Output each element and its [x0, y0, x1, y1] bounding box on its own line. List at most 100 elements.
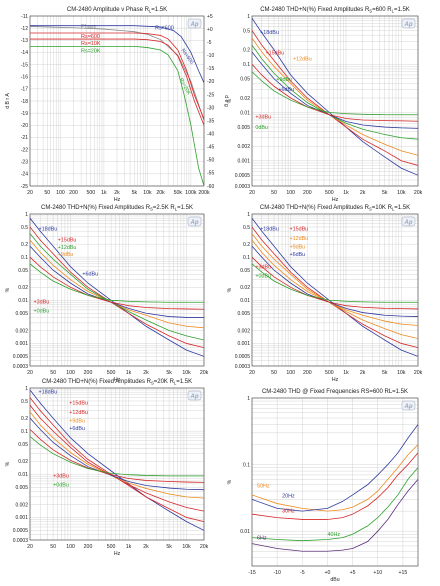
title-subscript: S	[369, 207, 372, 212]
series-label-2: 20Hz	[282, 494, 295, 500]
x-tick-label: 50	[44, 190, 50, 196]
chart-title: CM-2480 THD+N(%) Fixed Amplitudes RS=600…	[260, 7, 410, 14]
x-tick-label: 20	[27, 190, 33, 196]
y-tick-label: 0.01	[240, 298, 250, 304]
series-label-4: +9dBu	[276, 77, 292, 83]
ap-logo	[401, 216, 416, 227]
y-axis-label: %	[5, 287, 11, 292]
chart-panel-6: -15 -10 -5 +0 +5 +10 +15 dBu 1 0.1 0.01% CM-2480 TH…	[227, 389, 419, 583]
series-label-3: 30Hz	[282, 509, 295, 515]
chart-title: CM-2480 THD+N(%) Fixed Amplitudes RS=10K…	[260, 205, 410, 212]
y-tick-label: 0.1	[243, 255, 250, 261]
ap-logo-text: Ap	[190, 22, 199, 28]
y-tick-label: 0.002	[15, 502, 28, 508]
x-tick-label: 2k	[360, 370, 366, 376]
x-tick-label: 20k	[156, 190, 165, 196]
title-part: =10K R	[372, 205, 393, 211]
title-part: CM-2480 THD+N(%) Fixed Amplitudes R	[260, 205, 370, 211]
series-label-7: +0dBu	[34, 309, 50, 315]
series-line-3	[30, 32, 204, 120]
y-tick-label: 0.0005	[235, 354, 251, 360]
y-tick-label: 0.001	[237, 341, 250, 347]
series-label-1: +18dBu	[38, 226, 57, 232]
series-label-2: Rs=600	[155, 25, 174, 31]
series-label-1: +18dBu	[260, 30, 279, 36]
x-tick-label: 500	[325, 370, 334, 376]
ap-logo-text: Ap	[404, 220, 413, 226]
x-tick-label: 5k	[382, 370, 388, 376]
y2-tick-label: -25	[207, 92, 214, 98]
title-part: CM-2480 THD @ Fixed Frequencies RS=600 R…	[262, 389, 408, 395]
series-label-3: +12dBu	[293, 56, 312, 62]
y-axis-label: %	[227, 287, 233, 292]
x-tick-label: 100k	[185, 190, 197, 196]
y2-tick-label: -35	[207, 118, 214, 124]
series-label-4: +9dBu	[289, 244, 305, 250]
series-line-1	[30, 389, 204, 531]
series-label-5: +6dBu	[289, 252, 305, 258]
x-axis-label: Hz	[114, 197, 121, 203]
series-label-7: 0dBu	[255, 125, 268, 131]
y-axis-label: %	[5, 461, 11, 466]
plot-area	[252, 16, 418, 186]
series-line-4	[252, 467, 418, 542]
y-tick-label: 0.02	[240, 96, 250, 102]
series-label-6: +3dBu	[255, 115, 271, 121]
x-tick-label: 500	[107, 544, 116, 550]
y-tick-label: 1	[247, 14, 250, 20]
plot-frame	[29, 387, 205, 541]
series-line-4	[30, 38, 204, 126]
title-subscript: S	[369, 9, 372, 14]
x-tick-label: +10	[373, 570, 382, 576]
chart-title: CM-2480 THD @ Fixed Frequencies RS=600 R…	[262, 389, 408, 395]
y-tick-label: 0.005	[237, 125, 250, 131]
y2-tick-label: -30	[207, 105, 214, 111]
x-tick-label: 5k	[132, 190, 138, 196]
ap-logo-text: Ap	[404, 404, 413, 410]
title-part: CM-2480 THD+N(%) Fixed Amplitudes R	[260, 7, 370, 13]
grid	[29, 15, 205, 187]
y-tick-label: 0.1	[243, 62, 250, 68]
y-tick-label: -17	[21, 87, 28, 93]
x-tick-label: 100	[56, 190, 65, 196]
y2-tick-label: -50	[207, 158, 214, 164]
y2-tick-label: -60	[207, 184, 214, 190]
x-tick-label: 1k	[343, 370, 349, 376]
series-line-6	[30, 256, 204, 310]
y-tick-label: 0.005	[15, 311, 28, 317]
title-subscript: L	[175, 207, 178, 212]
x-tick-label: 100	[66, 544, 75, 550]
x-tick-label: 20k	[414, 370, 423, 376]
series-label-3: +12dBu	[58, 245, 77, 251]
plot-frame	[29, 213, 205, 367]
x-tick-label: 20k	[200, 370, 209, 376]
x-tick-label: 500	[107, 370, 116, 376]
series-line-7	[252, 71, 418, 116]
x-tick-label: 2k	[143, 370, 149, 376]
y-tick-label: -11	[21, 14, 28, 20]
series-label-7: +0dBu	[255, 273, 271, 279]
series-label-6: +3dBu	[34, 299, 50, 305]
grid	[29, 213, 205, 367]
plot-area	[30, 214, 204, 366]
y2-tick-label: -10	[207, 53, 214, 59]
chart-title: CM-2480 THD+N(%) Fixed Amplitudes RS=2.5…	[41, 205, 193, 212]
y-tick-label: 0.05	[18, 442, 28, 448]
series-label-1: +18dBu	[260, 226, 279, 232]
chart-panel-2: 20 50 100 200 500 1k 2k 5k 10k 20k Hz 1 0.5 0.2 0.1 0.0…	[227, 7, 423, 203]
x-tick-label: 200	[84, 544, 93, 550]
x-tick-label: -5	[300, 570, 305, 576]
series-line-2	[252, 424, 418, 512]
y-tick-label: 0.2	[243, 242, 250, 248]
y-tick-label: 1	[247, 396, 250, 402]
x-tick-label: 20	[27, 370, 33, 376]
chart-title: CM-2480 Amplitude v Phase RL=1.5K	[67, 7, 167, 14]
chart-panel-5: 20 50 100 200 500 1k 2k 5k 10k 20k Hz 1 0.5 0.2 0.1 0.0…	[5, 379, 209, 557]
series-label-4: Rs=10K	[81, 41, 101, 47]
title-part: =1.5K	[394, 7, 410, 13]
x-tick-label: 500	[86, 190, 95, 196]
x-tick-label: 100	[286, 190, 295, 196]
series-label-6: +3dBu	[53, 473, 69, 479]
title-subscript: L	[174, 381, 177, 386]
x-tick-label: 10k	[397, 190, 406, 196]
